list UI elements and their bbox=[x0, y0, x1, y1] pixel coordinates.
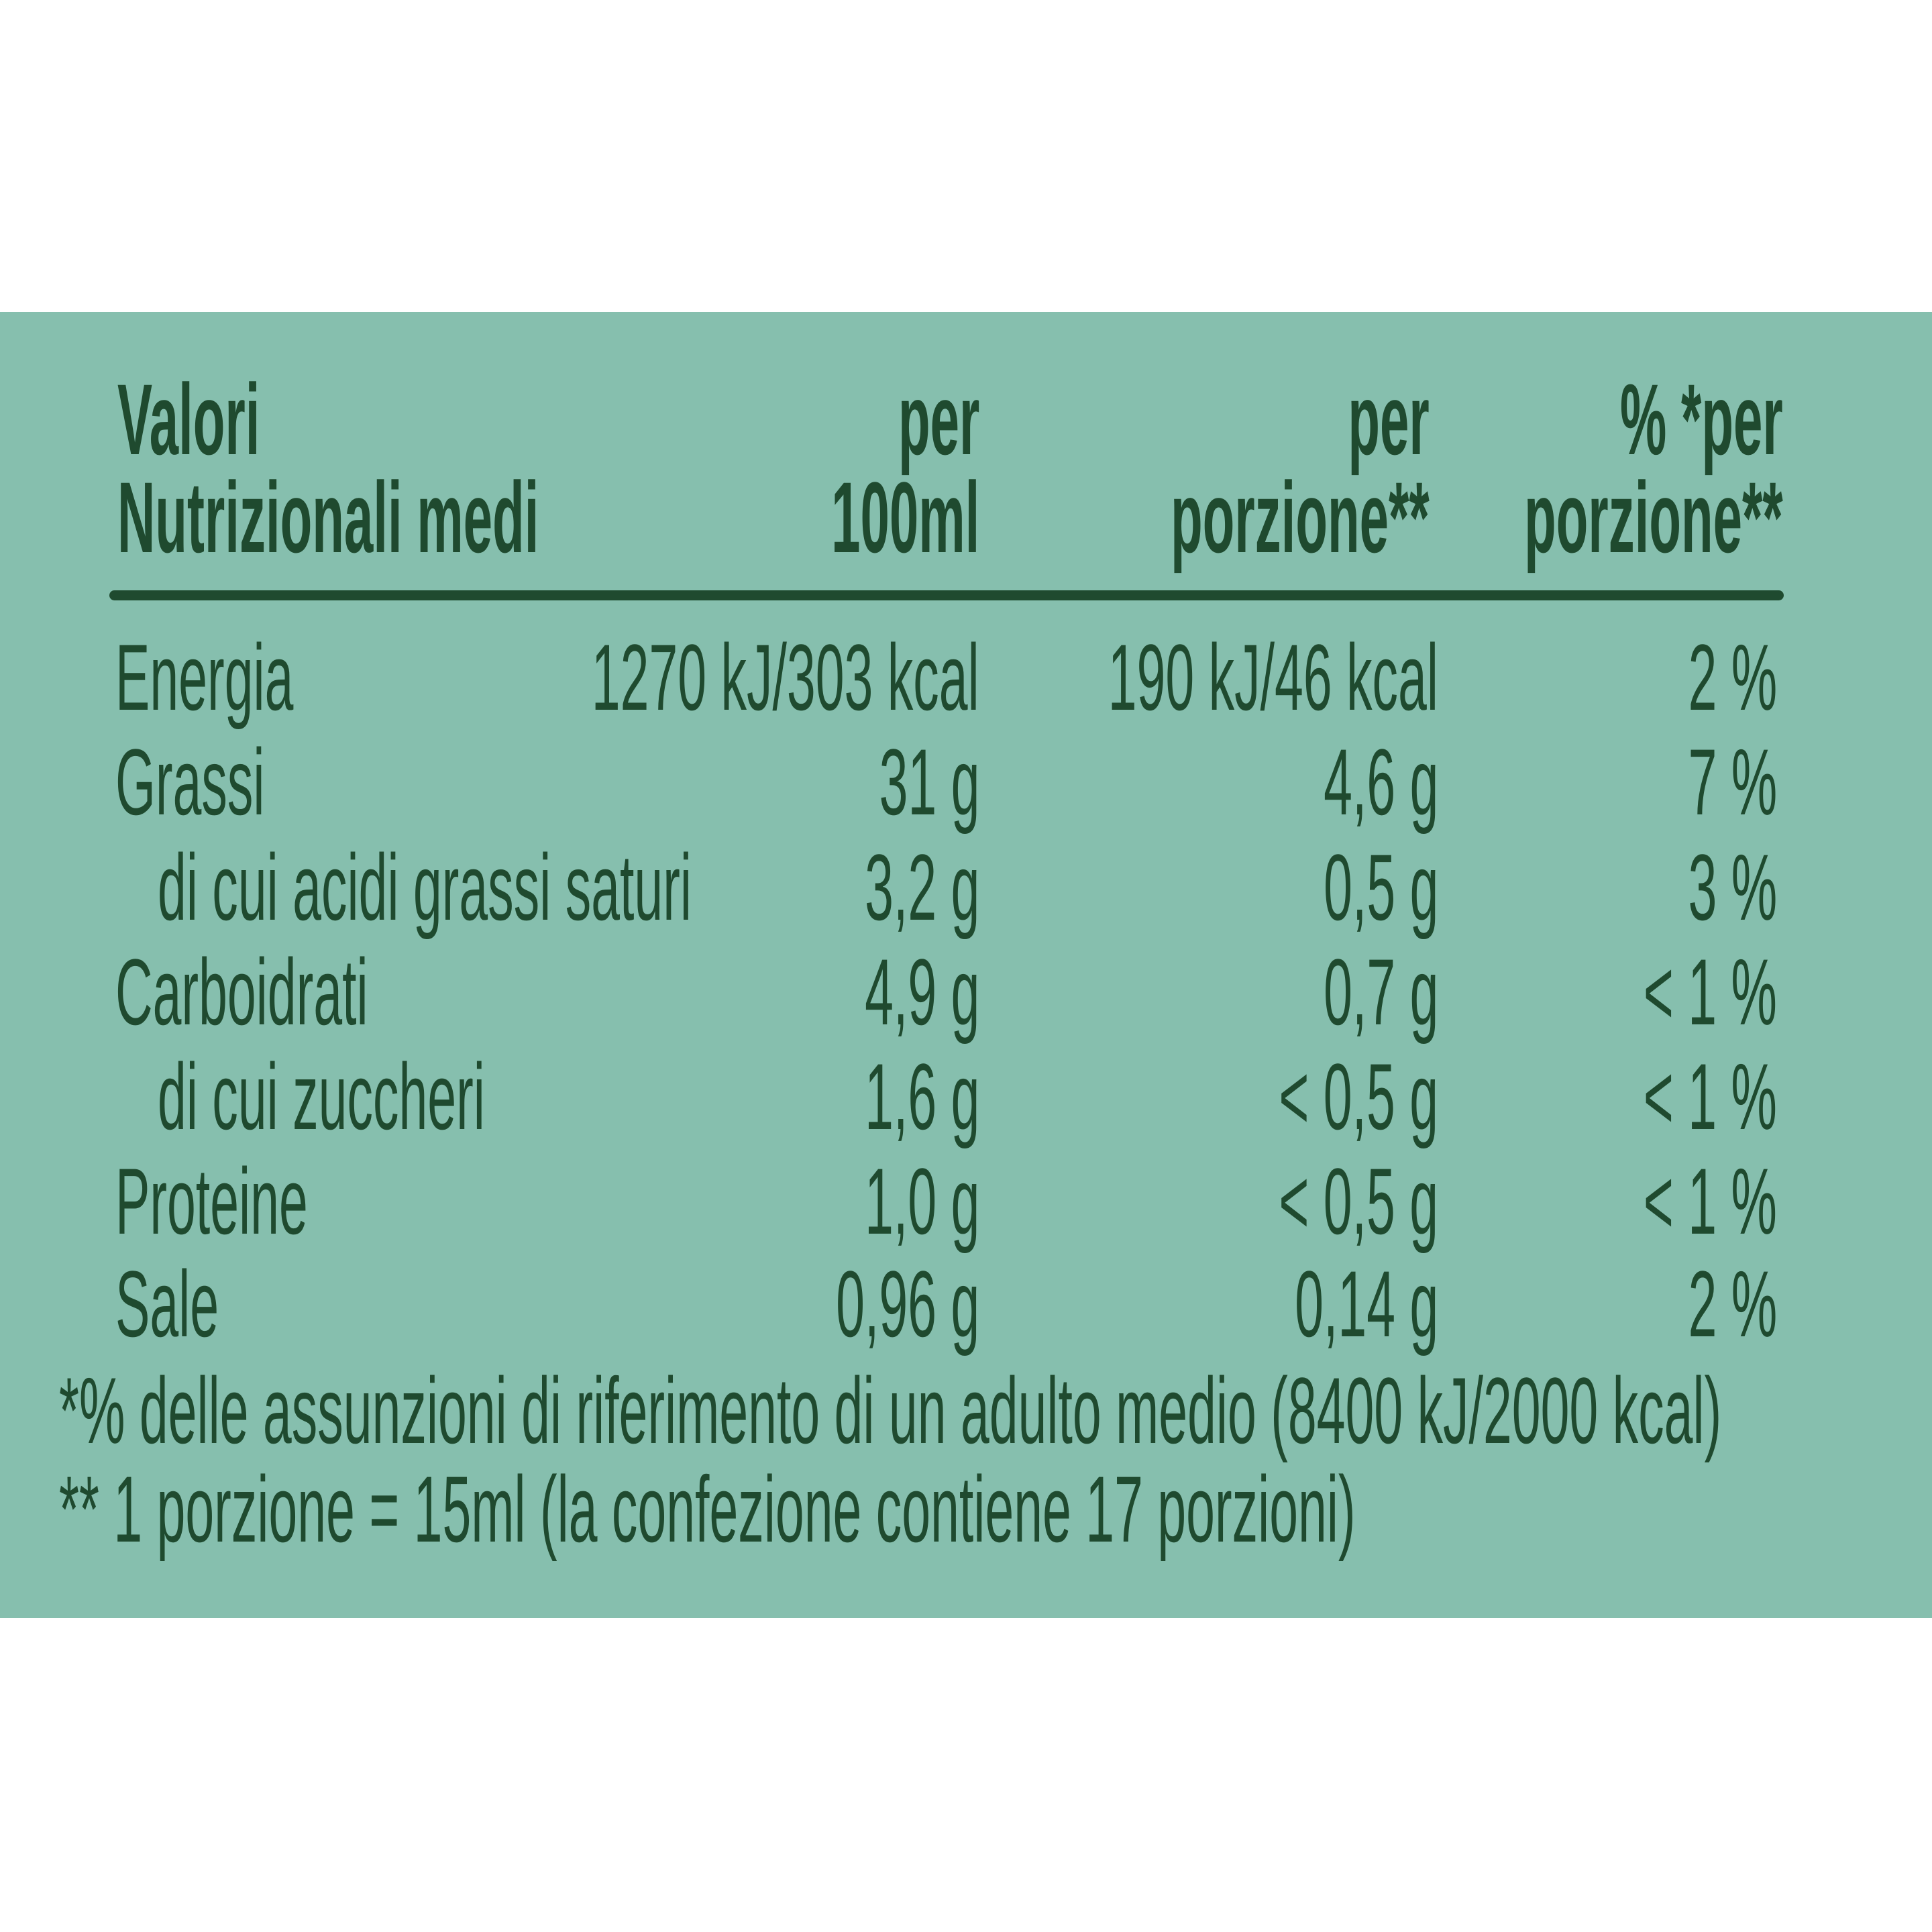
footnote: *% delle assunzioni di riferimento di un… bbox=[59, 1358, 1722, 1463]
nutrient-name: Grassi bbox=[115, 729, 265, 835]
nutrient-value: 0,7 g bbox=[1323, 939, 1438, 1044]
nutrient-name: Carboidrati bbox=[115, 939, 368, 1044]
header-cell: Valori Nutrizionali medi bbox=[117, 363, 539, 574]
nutrient-value: < 0,5 g bbox=[1279, 1148, 1438, 1254]
nutrient-value: 0,14 g bbox=[1294, 1251, 1438, 1356]
nutrient-value: < 0,5 g bbox=[1279, 1044, 1438, 1149]
footnote: ** 1 porzione = 15ml (la confezione cont… bbox=[59, 1456, 1356, 1562]
nutrient-value: 7 % bbox=[1688, 729, 1777, 835]
nutrient-value: 4,9 g bbox=[864, 939, 979, 1044]
nutrient-value: < 1 % bbox=[1643, 1148, 1777, 1254]
nutrient-value: < 1 % bbox=[1643, 939, 1777, 1044]
nutrient-value: 31 g bbox=[879, 729, 979, 835]
nutrient-value: 190 kJ/46 kcal bbox=[1108, 625, 1438, 730]
nutrient-value: 1,0 g bbox=[864, 1148, 979, 1254]
nutrient-value: 4,6 g bbox=[1323, 729, 1438, 835]
header-cell: per porzione** bbox=[1171, 363, 1430, 574]
nutrient-value: 1,6 g bbox=[864, 1044, 979, 1149]
nutrient-name: di cui acidi grassi saturi bbox=[158, 835, 692, 940]
label-background bbox=[0, 312, 1932, 1618]
nutrient-name: Sale bbox=[115, 1251, 219, 1356]
nutrient-value: 0,96 g bbox=[835, 1251, 979, 1356]
nutrient-value: 2 % bbox=[1688, 625, 1777, 730]
nutrient-value: 1270 kJ/303 kcal bbox=[592, 625, 979, 730]
nutrient-value: 2 % bbox=[1688, 1251, 1777, 1356]
nutrient-value: 3,2 g bbox=[864, 835, 979, 940]
header-rule bbox=[109, 590, 1784, 600]
header-cell: % *per porzione** bbox=[1524, 363, 1783, 574]
nutrient-name: Proteine bbox=[115, 1148, 308, 1254]
header-cell: per 100ml bbox=[830, 363, 979, 574]
nutrient-value: 3 % bbox=[1688, 835, 1777, 940]
nutrient-value: < 1 % bbox=[1643, 1044, 1777, 1149]
nutrient-name: Energia bbox=[115, 625, 294, 730]
nutrient-value: 0,5 g bbox=[1323, 835, 1438, 940]
nutrient-name: di cui zuccheri bbox=[158, 1044, 485, 1149]
